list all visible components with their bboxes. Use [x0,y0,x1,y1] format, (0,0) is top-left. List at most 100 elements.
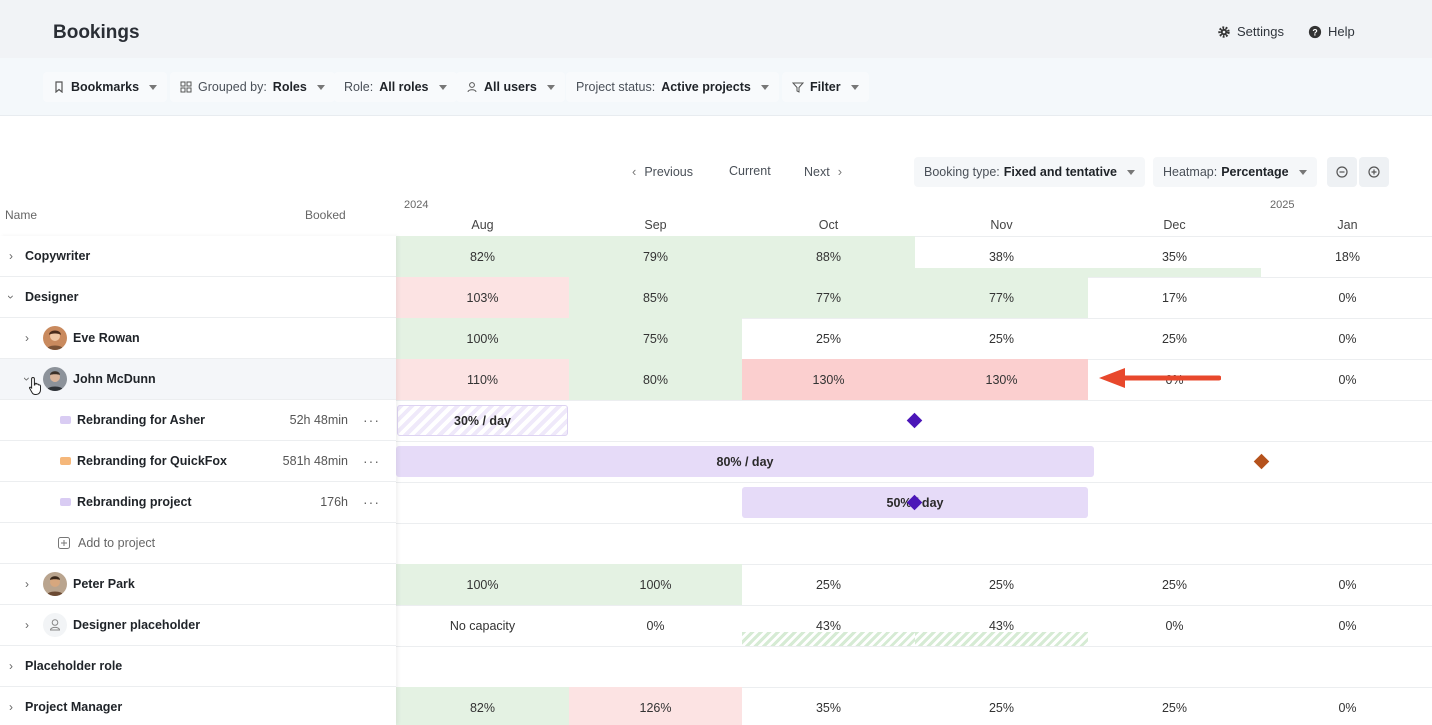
help-link[interactable]: ? Help [1308,24,1355,39]
chevron-right-icon[interactable]: › [9,659,13,673]
more-options-icon[interactable]: ··· [363,412,380,428]
heatmap-cell[interactable]: 0% [1338,618,1357,633]
year-label: 2024 [404,199,429,211]
plus-square-icon [58,537,70,549]
role-row-project-manager[interactable]: › Project Manager [0,687,396,725]
row-label: Designer [25,290,79,304]
heatmap-cell[interactable]: 25% [988,577,1015,592]
heatmap-cell[interactable]: 75% [569,318,742,359]
heatmap-cell[interactable]: 25% [815,577,842,592]
heatmap-cell[interactable]: 130% [915,359,1088,400]
users-dropdown[interactable]: All users [456,72,565,102]
heatmap-cell[interactable]: 82% [396,687,569,725]
role-row-placeholder-role[interactable]: › Placeholder role [0,646,396,687]
chevron-right-icon[interactable]: › [9,700,13,714]
heatmap-cell[interactable]: 25% [988,700,1015,715]
filter-dropdown[interactable]: Filter [782,72,869,102]
heatmap-cell[interactable]: 0% [1338,331,1357,346]
heatmap-cell[interactable]: 25% [1161,331,1188,346]
month-header: Aug [471,218,494,232]
booked-hours: 52h 48min [289,413,348,427]
heatmap-cell[interactable]: 100% [396,318,569,359]
heatmap-cell[interactable]: 25% [988,331,1015,346]
filter-icon [792,82,804,93]
heatmap-cell[interactable]: 43% [742,605,915,646]
previous-button[interactable]: ‹ Previous [632,164,693,179]
heatmap-cell[interactable]: 79% [569,236,742,277]
booking-bar[interactable]: 30% / day [397,405,568,436]
heatmap-cell[interactable]: 35% [1088,236,1261,277]
heatmap-cell[interactable]: 103% [396,277,569,318]
heatmap-cell[interactable]: 100% [396,564,569,605]
timeline-grid: 2024 2025 Aug Sep Oct Nov Dec Jan 30% / … [396,196,1432,725]
heatmap-cell[interactable]: 100% [569,564,742,605]
row-divider [396,318,1432,319]
project-row-rebranding-asher[interactable]: Rebranding for Asher 52h 48min ··· [0,400,396,441]
heatmap-cell[interactable]: 0% [1338,700,1357,715]
chevron-right-icon[interactable]: › [9,249,13,263]
project-row-rebranding-quickfox[interactable]: Rebranding for QuickFox 581h 48min ··· [0,441,396,482]
heatmap-cell[interactable]: 0% [1338,290,1357,305]
settings-link[interactable]: Settings [1217,24,1284,39]
heatmap-cell[interactable]: 43% [915,605,1088,646]
heatmap-prefix: Heatmap: [1163,165,1218,179]
chevron-down-icon [149,84,158,90]
milestone-diamond[interactable] [906,412,923,429]
next-button[interactable]: Next › [804,164,842,179]
bookmarks-dropdown[interactable]: Bookmarks [43,72,168,102]
zoom-out-button[interactable] [1327,157,1357,187]
current-button[interactable]: Current [729,164,771,178]
chevron-right-icon[interactable]: › [25,577,29,591]
more-options-icon[interactable]: ··· [363,494,380,510]
person-row-designer-placeholder[interactable]: › Designer placeholder [0,605,396,646]
role-row-copywriter[interactable]: › Copywriter [0,236,396,277]
milestone-diamond[interactable] [1253,453,1270,470]
chevron-down-icon[interactable]: › [4,295,18,299]
heatmap-cell[interactable]: 82% [396,236,569,277]
chevron-right-icon[interactable]: › [25,618,29,632]
heatmap-cell[interactable]: 25% [1161,577,1188,592]
heatmap-cell[interactable]: 77% [742,277,915,318]
person-row-john-mcdunn[interactable]: › John McDunn [0,359,396,400]
heatmap-cell[interactable]: 35% [815,700,842,715]
heatmap-cell[interactable]: 25% [815,331,842,346]
heatmap-cell[interactable]: No capacity [449,618,516,633]
heatmap-cell[interactable]: 126% [569,687,742,725]
person-row-eve-rowan[interactable]: › Eve Rowan [0,318,396,359]
heatmap-cell[interactable]: 38% [915,236,1088,277]
role-row-designer[interactable]: › Designer [0,277,396,318]
booking-type-dropdown[interactable]: Booking type: Fixed and tentative [914,157,1145,187]
name-column-header[interactable]: Name [5,208,38,222]
heatmap-cell[interactable]: 85% [569,277,742,318]
more-options-icon[interactable]: ··· [363,453,380,469]
grouped-by-dropdown[interactable]: Grouped by: Roles [170,72,335,102]
heatmap-cell[interactable]: 25% [1161,700,1188,715]
booked-column-header[interactable]: Booked [305,208,346,222]
booking-bar[interactable]: 80% / day [396,446,1094,477]
role-dropdown[interactable]: Role: All roles [334,72,457,102]
chevron-right-icon[interactable]: › [25,331,29,345]
help-label: Help [1328,24,1355,39]
heatmap-dropdown[interactable]: Heatmap: Percentage [1153,157,1317,187]
project-status-dropdown[interactable]: Project status: Active projects [566,72,779,102]
heatmap-cell[interactable]: 110% [396,359,569,400]
heatmap-cell[interactable]: 130% [742,359,915,400]
heatmap-cell[interactable]: 0% [1165,618,1184,633]
zoom-in-button[interactable] [1359,157,1389,187]
heatmap-cell[interactable]: 17% [1161,290,1188,305]
top-bar: Bookings Settings ? Help [0,0,1432,58]
heatmap-value: Percentage [1221,165,1289,179]
add-to-project-button[interactable]: Add to project [58,536,155,550]
chevron-down-icon [546,84,555,90]
project-row-rebranding-project[interactable]: Rebranding project 176h ··· [0,482,396,523]
heatmap-cell[interactable]: 0% [646,618,665,633]
heatmap-cell[interactable]: 18% [1334,249,1361,264]
settings-label: Settings [1237,24,1284,39]
heatmap-cell[interactable]: 0% [1338,372,1357,387]
heatmap-cell[interactable]: 77% [915,277,1088,318]
person-row-peter-park[interactable]: › Peter Park [0,564,396,605]
grouped-by-prefix: Grouped by: [198,80,267,94]
heatmap-cell[interactable]: 80% [569,359,742,400]
heatmap-cell[interactable]: 88% [742,236,915,277]
heatmap-cell[interactable]: 0% [1338,577,1357,592]
